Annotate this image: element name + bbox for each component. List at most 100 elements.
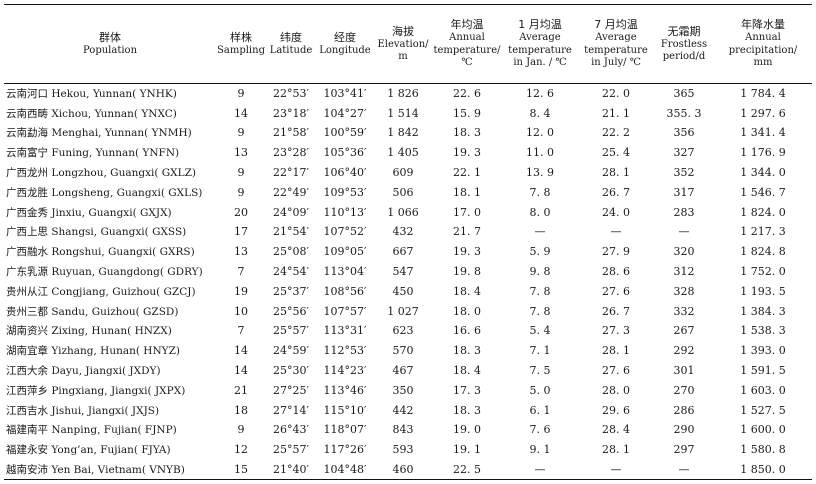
population-cell: 江西大余 Dayu, Jiangxi( JXDY) bbox=[4, 361, 216, 381]
sampling-cell: 15 bbox=[216, 459, 266, 480]
population-en: Dayu, Jiangxi( JXDY) bbox=[51, 365, 161, 378]
frostless-cell: 317 bbox=[673, 185, 695, 199]
precipitation-cell: 1 527. 5 bbox=[740, 403, 786, 417]
annual-temp-cell: 17. 0 bbox=[453, 205, 481, 219]
frostless-cell: 365 bbox=[673, 87, 695, 101]
sampling-cell: 7 bbox=[237, 324, 245, 338]
annual-temp-cell: 18. 4 bbox=[453, 364, 481, 378]
elevation-cell: 570 bbox=[392, 344, 414, 358]
header-latitude: 纬度 Latitude bbox=[266, 4, 316, 84]
header-annual-precipitation: 年降水量 Annual precipitation/mm bbox=[714, 4, 812, 84]
header-july-temperature-en: in July/ ℃ bbox=[591, 57, 641, 69]
population-cell: 广西融水 Rongshui, Guangxi( GXRS) bbox=[4, 242, 216, 262]
header-sampling-en: Sampling bbox=[217, 44, 265, 56]
annual-temp-cell: 18. 3 bbox=[453, 344, 481, 358]
latitude-cell: 21°58′ bbox=[273, 126, 309, 140]
elevation-cell: 350 bbox=[392, 383, 414, 397]
latitude-cell: 24°59′ bbox=[273, 344, 309, 358]
longitude-cell: 104°48′ bbox=[316, 459, 374, 480]
jan-temp-cell: 7. 6 bbox=[529, 423, 551, 437]
population-en: Yen Bai, Vietnam( VNYB) bbox=[51, 463, 185, 476]
population-cell: 福建南平 Nanping, Fujian( FJNP) bbox=[4, 420, 216, 440]
population-zh: 云南富宁 bbox=[6, 147, 48, 160]
population-cell: 广西上思 Shangsi, Guangxi( GXSS) bbox=[4, 222, 216, 242]
frostless-cell: 328 bbox=[673, 284, 695, 298]
header-latitude-zh: 纬度 bbox=[280, 30, 302, 44]
elevation-cell: 506 bbox=[392, 185, 414, 199]
population-en: Shangsi, Guangxi( GXSS) bbox=[51, 226, 187, 239]
table-row: 江西吉水 Jishui, Jiangxi( JXJS) 18 27°14′ 115°1… bbox=[4, 400, 812, 420]
header-annual-precipitation-en: Annual bbox=[745, 32, 781, 44]
precipitation-cell: 1 176. 9 bbox=[740, 146, 786, 160]
precipitation-cell: 1 393. 0 bbox=[740, 344, 786, 358]
jan-temp-cell: 12. 0 bbox=[526, 126, 554, 140]
header-annual-temperature-en: temperature/ bbox=[433, 44, 501, 56]
population-zh: 越南安沛 bbox=[6, 463, 48, 476]
header-annual-precipitation-zh: 年降水量 bbox=[741, 18, 785, 32]
latitude-cell: 22°49′ bbox=[273, 185, 309, 199]
header-elevation-en: m bbox=[398, 51, 408, 62]
precipitation-cell: 1 580. 8 bbox=[740, 443, 786, 457]
july-temp-cell: 28. 1 bbox=[602, 166, 630, 180]
table-row: 广西上思 Shangsi, Guangxi( GXSS) 17 21°54′ 107°… bbox=[4, 222, 812, 242]
population-en: Zixing, Hunan( HNZX) bbox=[51, 325, 172, 338]
jan-temp-cell: 9. 1 bbox=[529, 443, 551, 457]
frostless-cell: 301 bbox=[673, 364, 695, 378]
population-en: Pingxiang, Jiangxi( JXPX) bbox=[51, 384, 186, 397]
table-row: 越南安沛 Yen Bai, Vietnam( VNYB) 15 21°40′ 104°… bbox=[4, 459, 812, 480]
population-zh: 云南勐海 bbox=[6, 127, 48, 140]
elevation-cell: 843 bbox=[392, 423, 414, 437]
header-frostless-period-en: Frostless bbox=[660, 38, 708, 50]
table-row: 广西金秀 Jinxiu, Guangxi( GXJX) 20 24°09′ 110°1… bbox=[4, 202, 812, 222]
annual-temp-cell: 22. 6 bbox=[453, 87, 481, 101]
precipitation-cell: 1 546. 7 bbox=[740, 185, 786, 199]
longitude-cell: 110°13′ bbox=[323, 205, 367, 219]
annual-temp-cell: 22. 1 bbox=[453, 166, 481, 180]
sampling-cell: 9 bbox=[237, 166, 245, 180]
latitude-cell: 25°57′ bbox=[273, 324, 309, 338]
longitude-cell: 100°59′ bbox=[323, 126, 367, 140]
header-annual-temperature-en: Annual bbox=[449, 32, 485, 44]
header-july-temperature-zh: 7 月均温 bbox=[594, 18, 638, 32]
frostless-cell: 283 bbox=[673, 205, 695, 219]
frostless-cell: 292 bbox=[673, 344, 695, 358]
precipitation-cell: 1 824. 8 bbox=[740, 245, 786, 259]
population-climate-table-wrapper: 群体 Population 样株 Sampling 纬度 Latitude 经度 Longit… bbox=[4, 4, 812, 480]
elevation-cell: 1 066 bbox=[387, 205, 419, 219]
sampling-cell: 13 bbox=[234, 245, 248, 259]
header-sampling-zh: 样株 bbox=[230, 30, 252, 44]
elevation-cell: 450 bbox=[392, 284, 414, 298]
population-zh: 贵州从江 bbox=[6, 285, 48, 298]
population-cell: 云南西畴 Xichou, Yunnan( YNXC) bbox=[4, 103, 216, 123]
population-zh: 福建永安 bbox=[6, 444, 48, 457]
table-row: 湖南资兴 Zixing, Hunan( HNZX) 7 25°57′ 113°31′ 6… bbox=[4, 321, 812, 341]
population-zh: 江西萍乡 bbox=[6, 384, 48, 397]
population-cell: 江西萍乡 Pingxiang, Jiangxi( JXPX) bbox=[4, 380, 216, 400]
annual-temp-cell: 15. 9 bbox=[453, 106, 481, 120]
jan-temp-cell: 7. 5 bbox=[529, 364, 551, 378]
population-en: Jishui, Jiangxi( JXJS) bbox=[51, 404, 160, 417]
population-cell: 湖南资兴 Zixing, Hunan( HNZX) bbox=[4, 321, 216, 341]
frostless-cell: 297 bbox=[673, 443, 695, 457]
header-jan-temperature-en: temperature bbox=[508, 44, 572, 56]
latitude-cell: 25°08′ bbox=[273, 245, 309, 259]
july-temp-cell: 29. 6 bbox=[602, 403, 630, 417]
header-jan-temperature: 1 月均温 Average temperature in Jan. / ℃ bbox=[502, 4, 578, 84]
sampling-cell: 14 bbox=[234, 344, 248, 358]
annual-temp-cell: 19. 3 bbox=[453, 245, 481, 259]
table-row: 江西萍乡 Pingxiang, Jiangxi( JXPX) 21 27°25′ 11… bbox=[4, 380, 812, 400]
july-temp-cell: 27. 9 bbox=[602, 245, 630, 259]
population-zh: 江西吉水 bbox=[6, 404, 48, 417]
annual-temp-cell: 18. 1 bbox=[453, 185, 481, 199]
annual-temp-cell: 18. 3 bbox=[453, 126, 481, 140]
july-temp-cell: 28. 6 bbox=[602, 265, 630, 279]
longitude-cell: 109°05′ bbox=[323, 245, 367, 259]
frostless-cell: — bbox=[678, 225, 690, 239]
longitude-cell: 113°46′ bbox=[323, 383, 367, 397]
table-body: 云南河口 Hekou, Yunnan( YNHK) 9 22°53′ 103°41′ 1… bbox=[4, 84, 812, 480]
sampling-cell: 14 bbox=[234, 364, 248, 378]
frostless-cell: 290 bbox=[673, 423, 695, 437]
sampling-cell: 12 bbox=[234, 443, 248, 457]
population-en: Jinxiu, Guangxi( GXJX) bbox=[51, 206, 172, 219]
latitude-cell: 24°09′ bbox=[273, 205, 309, 219]
